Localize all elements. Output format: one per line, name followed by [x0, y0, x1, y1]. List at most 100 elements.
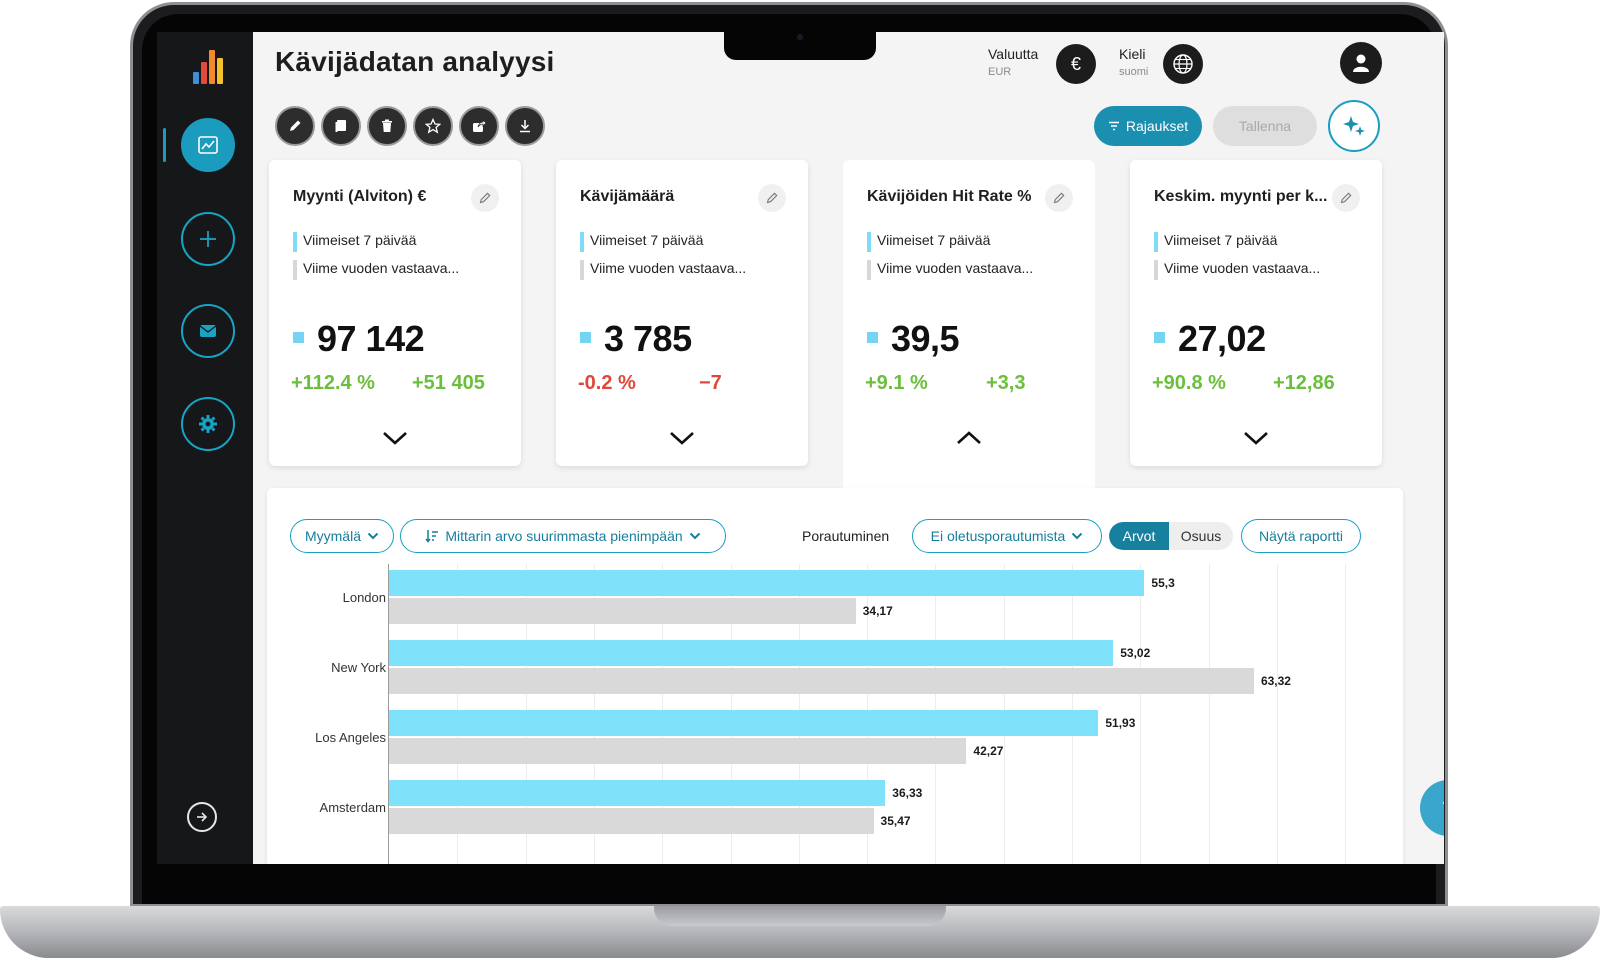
kpi-change-absolute: +51 405: [412, 372, 485, 394]
kpi-title: Kävijöiden Hit Rate %: [867, 188, 1032, 205]
logo-icon: [193, 50, 227, 84]
bar-value-label: 35,47: [880, 814, 911, 828]
legend-current: Viimeiset 7 päivää: [867, 232, 990, 252]
sidebar-active-indicator: [163, 128, 166, 162]
report-toolbar: [275, 106, 545, 146]
kpi-value: 97 142: [293, 318, 425, 360]
bar-value-label: 53,02: [1120, 646, 1151, 660]
bar-previous[interactable]: [389, 598, 856, 624]
currency-button[interactable]: €: [1056, 44, 1096, 84]
favorite-button[interactable]: [413, 106, 453, 146]
sidebar-item-add[interactable]: [181, 212, 235, 266]
legend-current: Viimeiset 7 päivää: [293, 232, 416, 252]
chart-gridline: [1208, 564, 1210, 864]
chart-gridline: [1276, 564, 1278, 864]
bar-current[interactable]: [389, 640, 1114, 666]
user-icon: [1353, 54, 1369, 72]
sort-dropdown[interactable]: Mittarin arvo suurimmasta pienimpään: [400, 519, 726, 553]
sort-dropdown-label: Mittarin arvo suurimmasta pienimpään: [445, 528, 683, 544]
language-selector[interactable]: Kieli suomi: [1119, 46, 1148, 78]
bar-current[interactable]: [389, 780, 886, 806]
help-button[interactable]: ?: [1420, 780, 1444, 836]
kpi-card-avg-sales[interactable]: Keskim. myynti per k... Viimeiset 7 päiv…: [1130, 160, 1382, 466]
chart-gridline: [1345, 564, 1347, 864]
currency-selector[interactable]: Valuutta EUR: [988, 46, 1038, 78]
category-label: Amsterdam: [319, 800, 386, 815]
kpi-edit-button[interactable]: [1332, 184, 1360, 212]
show-report-button[interactable]: Näytä raportti: [1241, 519, 1361, 553]
sidebar-item-messages[interactable]: [181, 304, 235, 358]
chart-panel: Myymälä Mittarin arvo suurimmasta pienim…: [267, 488, 1403, 864]
chart-y-axis: [388, 564, 389, 864]
copy-button[interactable]: [321, 106, 361, 146]
chevron-down-icon[interactable]: [381, 428, 409, 448]
bar-value-label: 36,33: [892, 786, 923, 800]
logout-button[interactable]: [187, 802, 217, 832]
kpi-value: 39,5: [867, 318, 960, 360]
copy-icon: [335, 120, 346, 132]
bar-value-label: 51,93: [1105, 716, 1136, 730]
filters-label: Rajaukset: [1125, 118, 1189, 134]
pencil-icon: [766, 192, 778, 204]
ai-assistant-button[interactable]: [1328, 100, 1380, 152]
filter-icon: [1108, 121, 1119, 131]
kpi-card-sales[interactable]: Myynti (Alviton) € Viimeiset 7 päivää Vi…: [269, 160, 521, 466]
download-button[interactable]: [505, 106, 545, 146]
chevron-down-icon[interactable]: [668, 428, 696, 448]
sparkle-icon: [1343, 116, 1365, 136]
kpi-edit-button[interactable]: [471, 184, 499, 212]
download-icon: [520, 120, 530, 133]
save-button[interactable]: Tallenna: [1213, 106, 1317, 146]
legend-current: Viimeiset 7 päivää: [1154, 232, 1277, 252]
bar-current[interactable]: [389, 570, 1145, 596]
bar-previous[interactable]: [389, 738, 967, 764]
filters-button[interactable]: Rajaukset: [1094, 106, 1202, 146]
bar-current[interactable]: [389, 710, 1099, 736]
kpi-change-percent: +9.1 %: [865, 372, 928, 394]
currency-value: EUR: [988, 66, 1012, 78]
star-icon: [425, 118, 441, 134]
bar-previous[interactable]: [389, 668, 1254, 694]
mode-share-button[interactable]: Osuus: [1180, 528, 1222, 544]
screen: Kävijädatan analyysi Valuutta EUR € Kiel…: [157, 32, 1444, 864]
category-label: Los Angeles: [315, 730, 386, 745]
bar-previous[interactable]: [389, 808, 874, 834]
legend-previous: Viime vuoden vastaava...: [1154, 260, 1320, 280]
plus-icon: [200, 231, 216, 247]
kpi-edit-button[interactable]: [758, 184, 786, 212]
drilldown-dropdown[interactable]: Ei oletusporautumista: [912, 519, 1102, 553]
bar-value-label: 63,32: [1260, 674, 1291, 688]
chevron-down-icon[interactable]: [1242, 428, 1270, 448]
language-button[interactable]: [1163, 44, 1203, 84]
kpi-card-hit-rate[interactable]: Kävijöiden Hit Rate % Viimeiset 7 päivää…: [843, 160, 1095, 490]
euro-icon: €: [1070, 53, 1081, 74]
sidebar-item-analytics[interactable]: [181, 118, 235, 172]
chevron-down-icon: [689, 532, 700, 540]
kpi-card-visitors[interactable]: Kävijämäärä Viimeiset 7 päivää Viime vuo…: [556, 160, 808, 466]
legend-current: Viimeiset 7 päivää: [580, 232, 703, 252]
language-label: Kieli: [1119, 46, 1146, 62]
kpi-title: Myynti (Alviton) €: [293, 188, 427, 205]
values-share-toggle: Arvot Osuus: [1109, 522, 1233, 550]
gear-icon: [199, 415, 217, 433]
store-dropdown[interactable]: Myymälä: [290, 519, 394, 553]
delete-button[interactable]: [367, 106, 407, 146]
bar-value-label: 42,27: [973, 744, 1004, 758]
bar-value-label: 34,17: [862, 604, 893, 618]
mode-values-button[interactable]: Arvot: [1109, 522, 1169, 550]
pencil-icon: [1053, 192, 1065, 204]
main-content: Kävijädatan analyysi Valuutta EUR € Kiel…: [253, 32, 1444, 864]
user-avatar-button[interactable]: [1340, 42, 1382, 84]
mail-icon: [199, 325, 217, 337]
globe-icon: [1173, 54, 1193, 74]
camera-notch: [724, 30, 876, 60]
edit-button[interactable]: [275, 106, 315, 146]
kpi-change-absolute: −7: [699, 372, 722, 394]
sidebar-item-settings[interactable]: [181, 397, 235, 451]
share-button[interactable]: [459, 106, 499, 146]
chevron-up-icon[interactable]: [955, 428, 983, 448]
kpi-edit-button[interactable]: [1045, 184, 1073, 212]
chevron-down-icon: [367, 532, 379, 540]
legend-previous: Viime vuoden vastaava...: [867, 260, 1033, 280]
kpi-title: Keskim. myynti per k...: [1154, 188, 1328, 205]
